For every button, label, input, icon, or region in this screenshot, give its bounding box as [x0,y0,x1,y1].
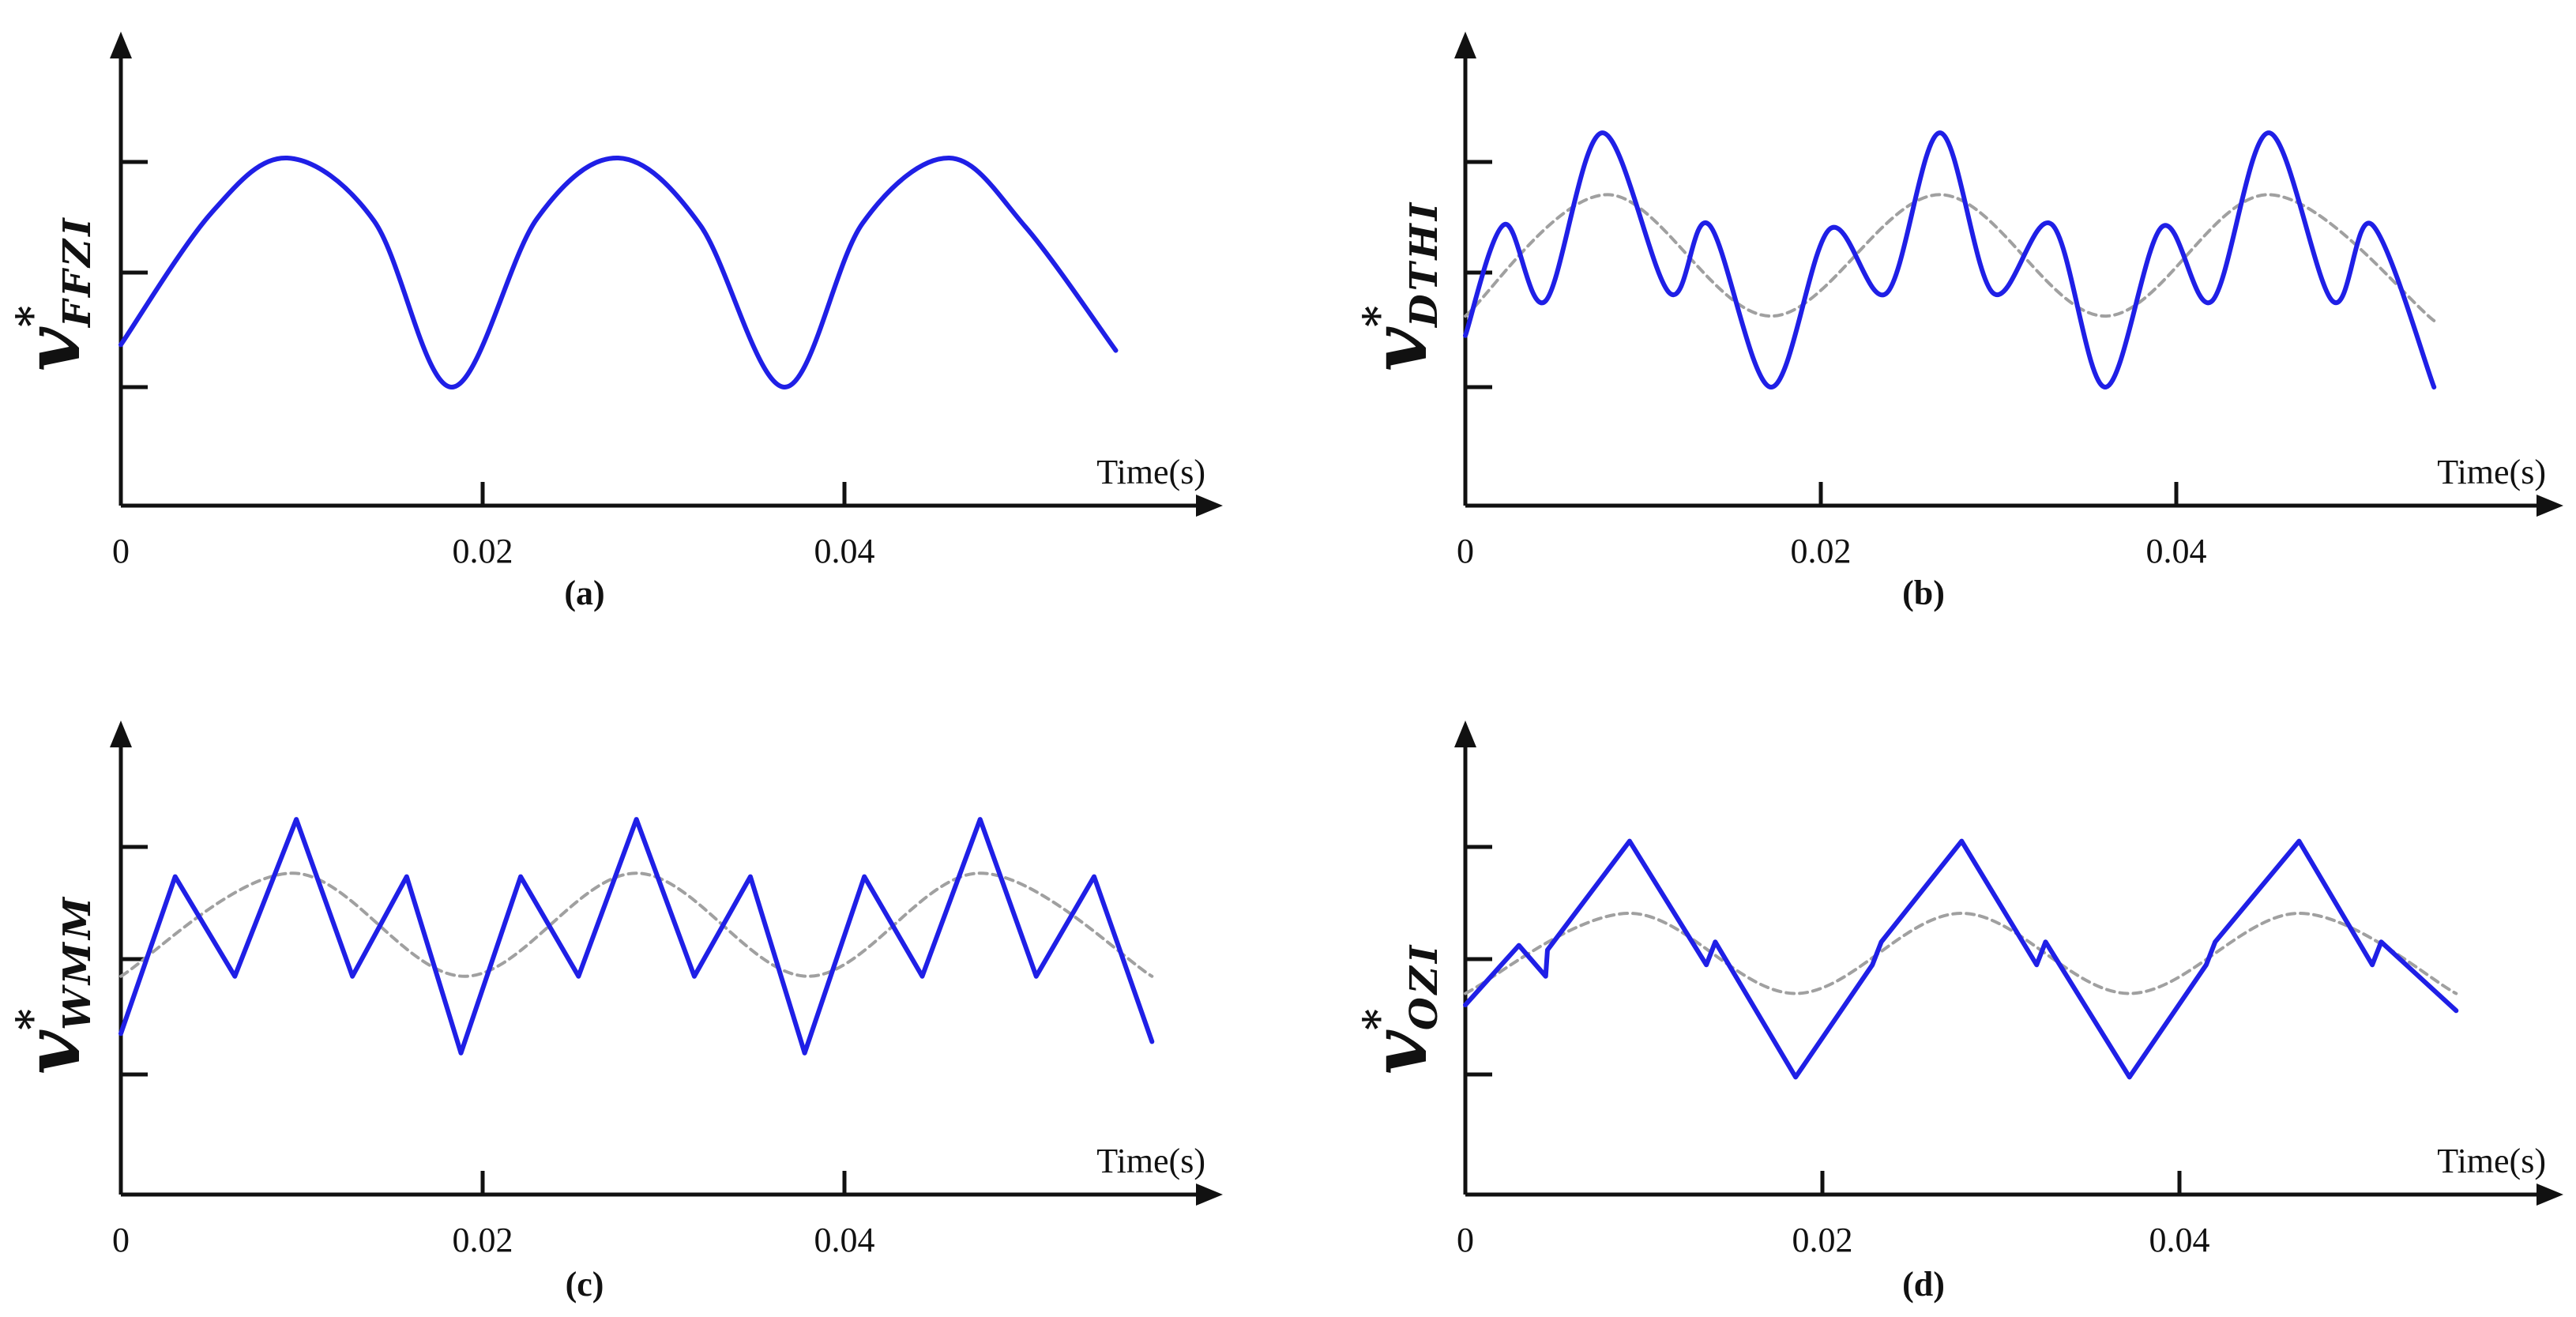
x-axis-arrow [2537,495,2563,517]
y-axis-arrow [1454,721,1476,747]
chart-panel-d: 0 0.02 0.04 Time(s) (d) v* OZI [1355,721,2563,1304]
main-series-line [1463,130,2437,390]
x-tick-label-2: 0.04 [2146,532,2207,570]
y-axis-title-subscript: FFZI [55,215,100,329]
x-tick-label-2: 0.04 [814,532,875,570]
main-series-line [118,155,1119,390]
panel-label: (c) [566,1265,604,1304]
x-tick-label-0: 0 [1457,532,1474,570]
x-axis-arrow [1196,495,1223,517]
x-tick-label-1: 0.02 [453,532,513,570]
reference-series-line [1464,193,2436,322]
main-series-line [1463,838,2459,1080]
x-tick-label-0: 0 [1457,1221,1474,1259]
chart-panel-b: 0 0.02 0.04 Time(s) (b) v* DTHI [1355,32,2563,612]
x-tick-label-2: 0.04 [2149,1221,2210,1259]
x-axis-arrow [1196,1183,1223,1206]
y-axis-title-subscript: DTHI [1402,200,1446,329]
panel-label: (b) [1902,574,1945,612]
y-axis-arrow [110,721,132,747]
y-axis-title-star: * [8,306,56,327]
y-axis-title: v* OZI [1355,943,1446,1074]
x-axis-title: Time(s) [1096,453,1205,491]
chart-panel-a: 0 0.02 0.04 Time(s) (a) v* FFZI [8,32,1223,612]
x-axis-arrow [2537,1183,2563,1206]
y-axis-title-star: * [1355,1009,1403,1030]
y-axis-arrow [110,32,132,58]
y-axis-title-star: * [8,1009,56,1030]
x-axis-title: Time(s) [2437,1142,2546,1180]
reference-series-line [1464,912,2458,995]
y-axis-title-symbol: v [8,1029,97,1074]
chart-panel-c: 0 0.02 0.04 Time(s) (c) v* WMM [8,721,1223,1304]
y-axis-title-subscript: WMM [55,894,100,1030]
y-axis-title-symbol: v [8,326,97,371]
y-axis-title-subscript: OZI [1402,943,1446,1030]
y-axis-title: v* FFZI [8,215,100,371]
x-tick-label-1: 0.02 [1792,1221,1853,1259]
x-axis-title: Time(s) [2437,453,2546,491]
x-tick-label-0: 0 [112,1221,130,1259]
panel-label: (d) [1902,1265,1945,1304]
panel-label: (a) [564,574,604,612]
y-axis-title: v* WMM [8,894,100,1074]
y-axis-title: v* DTHI [1355,200,1446,371]
x-tick-label-1: 0.02 [453,1221,513,1259]
y-axis-arrow [1454,32,1476,58]
y-axis-title-symbol: v [1355,326,1444,371]
y-axis-title-symbol: v [1355,1029,1444,1074]
y-axis-title-star: * [1355,306,1403,327]
main-series-line [118,817,1155,1055]
x-axis-title: Time(s) [1096,1142,1205,1180]
x-tick-label-1: 0.02 [1791,532,1852,570]
reference-series-line [119,871,1154,978]
x-tick-label-2: 0.04 [814,1221,875,1259]
x-tick-label-0: 0 [112,532,130,570]
